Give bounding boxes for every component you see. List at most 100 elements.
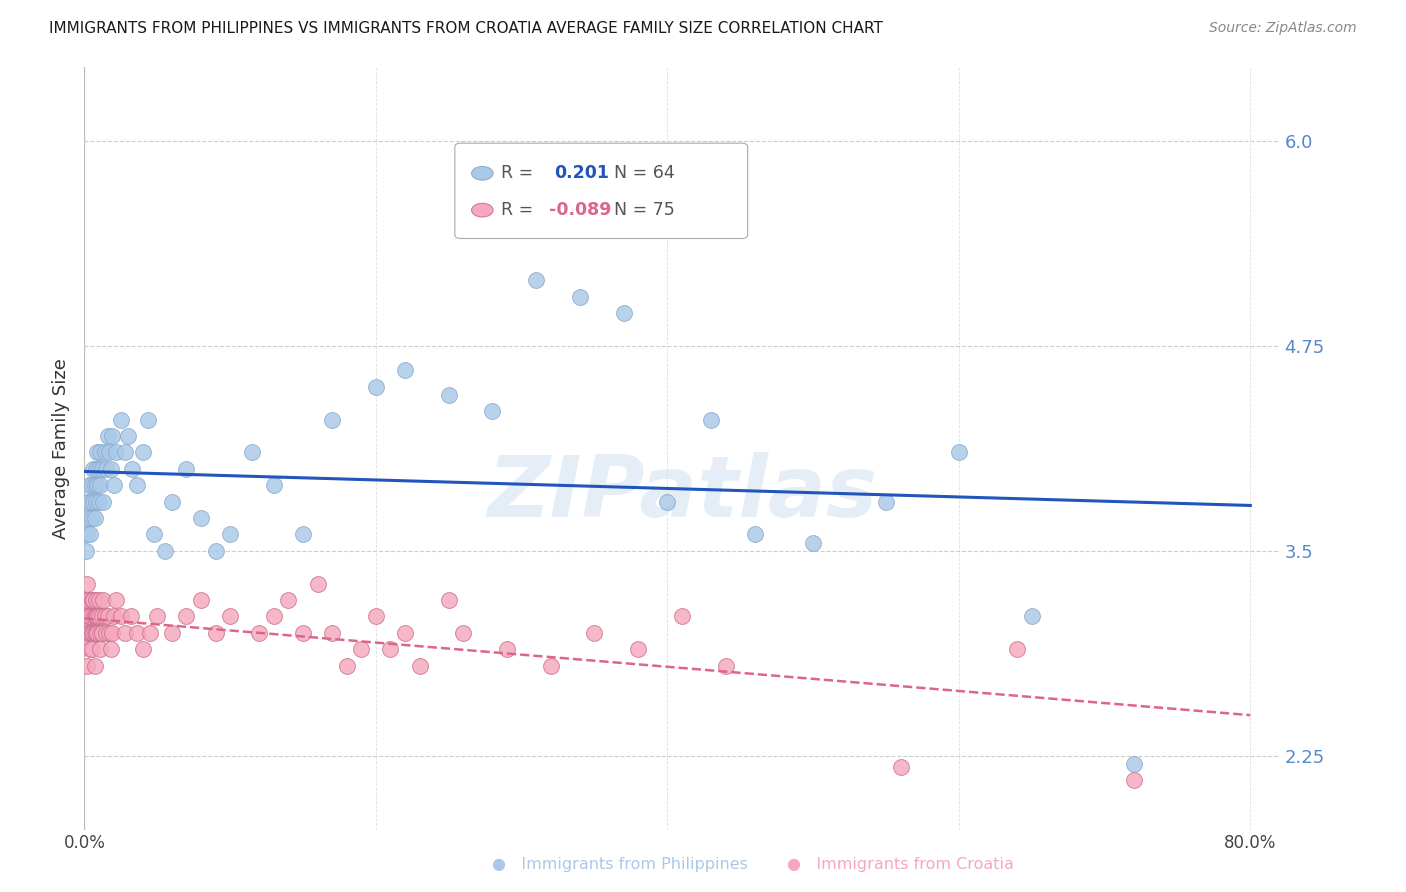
Point: [291, 527, 314, 541]
Point: [138, 412, 160, 426]
Point: [277, 593, 299, 607]
Point: [96, 625, 118, 640]
Point: [97, 609, 120, 624]
Point: [657, 494, 679, 508]
Point: [83, 511, 105, 525]
Point: [83, 658, 105, 673]
Text: -0.089: -0.089: [550, 201, 612, 219]
Point: [101, 429, 124, 443]
Point: [77, 625, 100, 640]
Point: [91, 593, 114, 607]
Text: ZIPatlas: ZIPatlas: [486, 452, 877, 535]
FancyBboxPatch shape: [456, 143, 748, 238]
Point: [97, 429, 120, 443]
Point: [105, 593, 128, 607]
Point: [139, 625, 162, 640]
Point: [114, 445, 136, 459]
Circle shape: [471, 203, 494, 217]
Circle shape: [471, 167, 494, 180]
Point: [204, 543, 226, 558]
Text: N = 64: N = 64: [614, 164, 675, 182]
Point: [77, 511, 100, 525]
Point: [82, 609, 104, 624]
Point: [160, 625, 183, 640]
Point: [153, 543, 176, 558]
Point: [613, 306, 636, 320]
Point: [79, 625, 101, 640]
Point: [79, 609, 101, 624]
Point: [87, 461, 110, 475]
Point: [176, 461, 198, 475]
Point: [437, 388, 460, 402]
Text: N = 75: N = 75: [614, 201, 675, 219]
Point: [321, 625, 343, 640]
Point: [110, 412, 132, 426]
Point: [91, 494, 114, 508]
Point: [101, 625, 124, 640]
Point: [125, 478, 148, 492]
Point: [524, 273, 547, 287]
Point: [125, 625, 148, 640]
Point: [700, 412, 723, 426]
Point: [76, 494, 98, 508]
Point: [307, 576, 329, 591]
Point: [84, 494, 107, 508]
Point: [89, 478, 111, 492]
Point: [263, 478, 285, 492]
Point: [380, 642, 402, 657]
Point: [948, 445, 970, 459]
Point: [583, 625, 606, 640]
Text: Source: ZipAtlas.com: Source: ZipAtlas.com: [1209, 21, 1357, 36]
Point: [80, 511, 103, 525]
Point: [96, 461, 118, 475]
Point: [84, 609, 107, 624]
Point: [89, 445, 111, 459]
Point: [240, 445, 263, 459]
Point: [100, 461, 122, 475]
Point: [540, 658, 562, 673]
Point: [889, 760, 911, 774]
Point: [121, 461, 143, 475]
Text: 0.201: 0.201: [554, 164, 609, 182]
Point: [110, 609, 132, 624]
Point: [627, 642, 650, 657]
Point: [80, 478, 103, 492]
Point: [143, 527, 166, 541]
Text: ●   Immigrants from Croatia: ● Immigrants from Croatia: [787, 857, 1014, 872]
Point: [219, 609, 242, 624]
Point: [84, 625, 107, 640]
Y-axis label: Average Family Size: Average Family Size: [52, 358, 70, 539]
Point: [79, 494, 101, 508]
Point: [291, 625, 314, 640]
Point: [90, 461, 112, 475]
Point: [82, 461, 104, 475]
Point: [94, 445, 117, 459]
Point: [875, 494, 897, 508]
Point: [79, 642, 101, 657]
Point: [98, 625, 121, 640]
Point: [86, 625, 108, 640]
Point: [120, 609, 142, 624]
Point: [80, 642, 103, 657]
Point: [1021, 609, 1043, 624]
Point: [160, 494, 183, 508]
Point: [336, 658, 359, 673]
Point: [117, 429, 139, 443]
Point: [82, 494, 104, 508]
Point: [364, 380, 387, 394]
Point: [90, 625, 112, 640]
Point: [76, 625, 98, 640]
Point: [247, 625, 270, 640]
Point: [79, 527, 101, 541]
Point: [89, 625, 111, 640]
Point: [83, 609, 105, 624]
Point: [1122, 773, 1144, 788]
Point: [219, 527, 242, 541]
Point: [75, 593, 97, 607]
Point: [83, 478, 105, 492]
Point: [744, 527, 766, 541]
Point: [75, 543, 97, 558]
Point: [77, 609, 100, 624]
Point: [321, 412, 343, 426]
Point: [364, 609, 387, 624]
